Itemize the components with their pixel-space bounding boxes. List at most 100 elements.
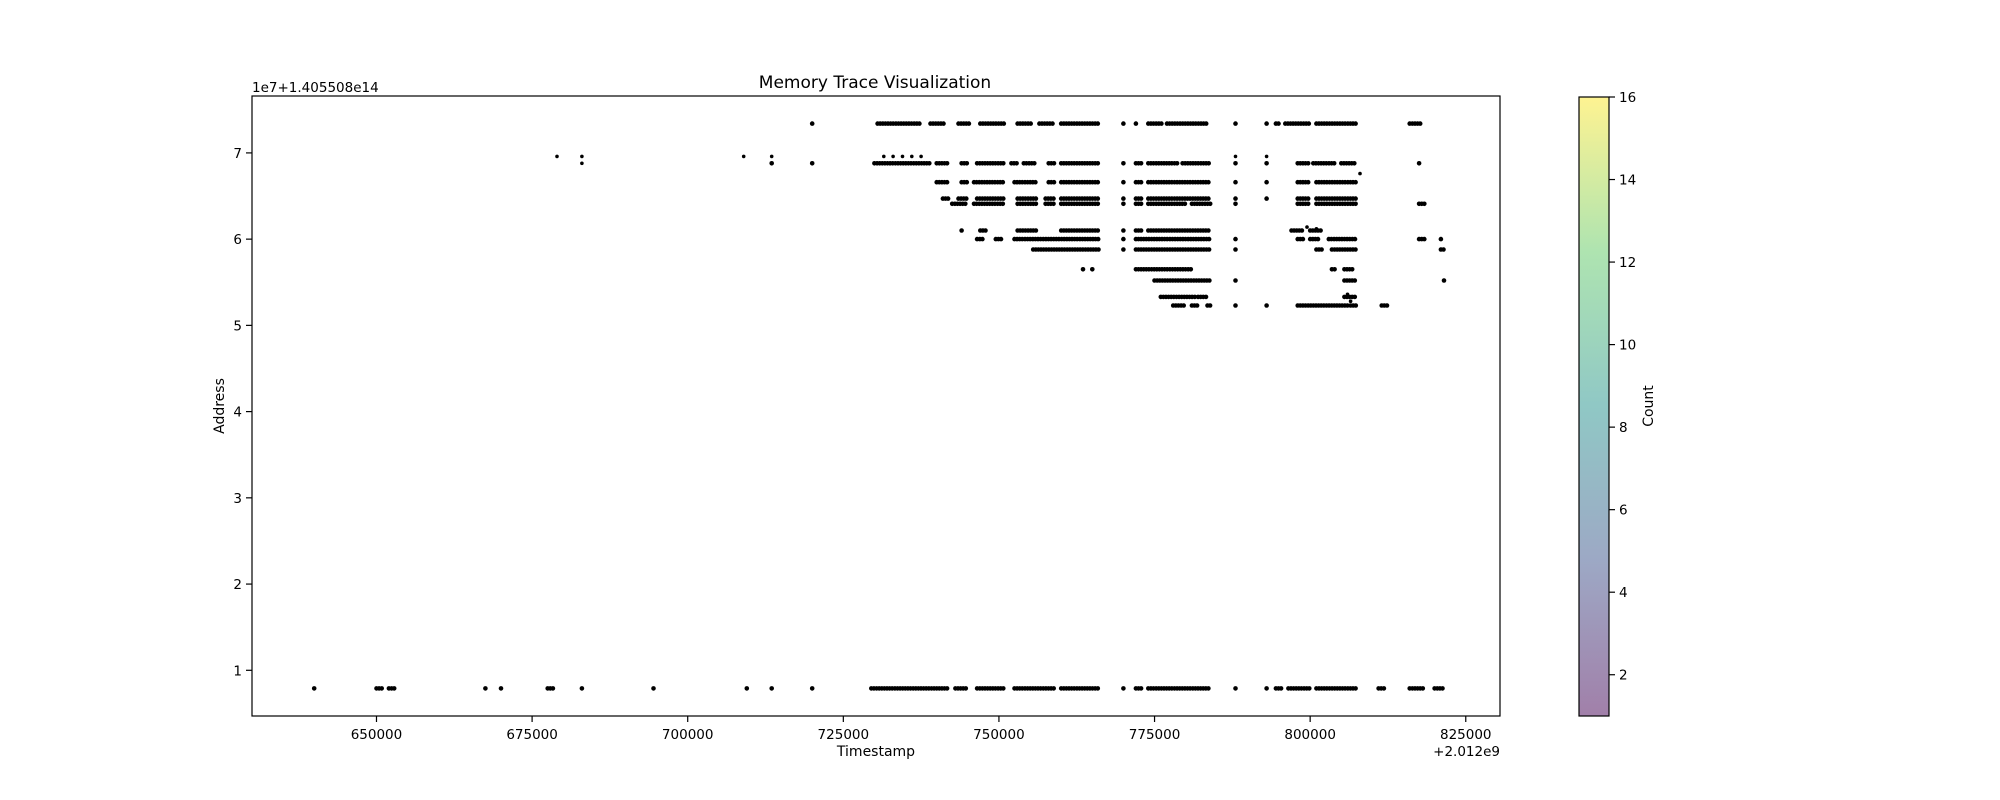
data-point	[1352, 278, 1358, 283]
data-point	[1305, 179, 1311, 185]
data-point	[1095, 161, 1101, 166]
y-offset-label: 1e7+1.405508e14	[252, 80, 379, 96]
data-point	[1207, 201, 1213, 207]
data-point	[919, 154, 923, 159]
data-point	[1032, 161, 1037, 166]
data-point	[1121, 236, 1126, 242]
data-point	[1095, 228, 1101, 233]
data-point	[1001, 196, 1006, 201]
data-point	[1181, 303, 1186, 308]
data-point	[1353, 201, 1358, 207]
y-tick-label: 7	[233, 146, 242, 162]
data-point	[1353, 196, 1358, 201]
data-point	[1305, 196, 1311, 201]
data-point	[741, 154, 746, 159]
data-point	[809, 121, 815, 126]
data-point	[1345, 303, 1350, 308]
data-point	[1315, 236, 1321, 242]
data-point	[1345, 292, 1350, 297]
colorbar-tick-label: 8	[1619, 420, 1628, 436]
data-point	[391, 686, 397, 691]
data-point	[1096, 247, 1101, 252]
colorbar-tick-label: 4	[1619, 585, 1628, 601]
colorbar-tick-label: 10	[1619, 338, 1636, 354]
y-tick-label: 6	[233, 232, 242, 248]
data-point	[1159, 121, 1164, 126]
data-point	[1051, 196, 1056, 201]
data-point	[1318, 228, 1323, 233]
data-point	[891, 154, 895, 159]
data-point	[1299, 228, 1305, 233]
data-point	[1138, 228, 1144, 233]
data-point	[1188, 267, 1194, 272]
data-point	[945, 196, 951, 201]
data-point	[1095, 179, 1101, 185]
data-point	[550, 686, 556, 691]
data-point	[1319, 247, 1324, 252]
data-point	[941, 121, 946, 126]
data-point	[1352, 294, 1358, 300]
x-tick-label: 775000	[1129, 727, 1181, 743]
data-point	[1033, 196, 1039, 201]
data-point	[1000, 201, 1006, 207]
data-point	[1420, 686, 1426, 691]
data-point	[1121, 228, 1126, 233]
data-point	[963, 686, 969, 691]
data-point	[1138, 196, 1144, 201]
plot-frame	[251, 95, 1501, 717]
data-point	[311, 686, 317, 691]
data-point	[1233, 236, 1238, 242]
data-point	[1416, 161, 1422, 166]
data-point	[1306, 121, 1312, 126]
data-point	[1305, 201, 1311, 207]
data-point	[1182, 201, 1188, 207]
colorbar-frame	[1578, 96, 1610, 717]
data-point	[944, 161, 950, 166]
data-point	[1206, 228, 1211, 233]
data-point	[980, 236, 985, 242]
data-point	[1133, 121, 1139, 126]
data-point	[1033, 201, 1039, 207]
data-point	[1264, 121, 1269, 126]
data-point	[1233, 201, 1238, 207]
data-point	[1264, 161, 1269, 166]
data-point	[964, 196, 969, 201]
data-point	[1090, 267, 1095, 272]
colorbar-tick-label: 6	[1619, 503, 1628, 519]
data-point	[769, 154, 774, 159]
data-point	[769, 686, 774, 691]
data-point	[1305, 161, 1311, 166]
data-point	[579, 686, 585, 691]
colorbar-tick-label: 2	[1619, 668, 1628, 684]
data-point	[1348, 299, 1353, 304]
data-point	[1207, 303, 1213, 308]
data-point	[1095, 196, 1101, 201]
plot-area	[252, 96, 1500, 716]
data-point	[1033, 228, 1039, 233]
y-axis: 1 2 3 4 5 6 7	[233, 146, 252, 679]
data-point	[1264, 179, 1269, 185]
data-point	[580, 154, 584, 159]
data-point	[1050, 121, 1055, 126]
data-point	[1121, 247, 1126, 252]
data-point	[1174, 161, 1180, 166]
data-point	[580, 161, 584, 166]
data-point	[1206, 179, 1211, 185]
data-point	[1121, 201, 1126, 207]
data-point	[964, 161, 970, 166]
data-point	[1353, 179, 1358, 185]
chart-title: Memory Trace Visualization	[759, 73, 991, 93]
data-point	[1095, 686, 1101, 691]
data-point	[882, 154, 886, 159]
data-point	[1203, 294, 1209, 300]
data-point	[1000, 179, 1006, 185]
data-point	[1138, 686, 1144, 691]
data-point	[1440, 686, 1445, 691]
data-point	[944, 686, 950, 691]
data-point	[1353, 247, 1358, 252]
data-point	[998, 236, 1004, 242]
x-tick-label: 750000	[973, 727, 1025, 743]
x-tick-label: 800000	[1284, 727, 1336, 743]
x-tick-label: 650000	[351, 727, 403, 743]
data-point	[483, 686, 488, 691]
